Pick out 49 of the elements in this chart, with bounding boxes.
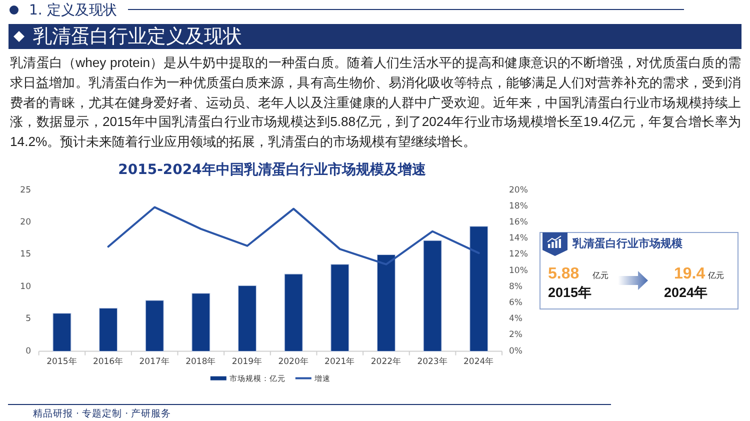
text: 亿元 bbox=[707, 271, 724, 280]
text: 精品研报 · 专题定制 · 产研服务 bbox=[33, 408, 172, 420]
bar bbox=[330, 264, 350, 352]
text: 乳清蛋白行业市场规模 bbox=[572, 237, 684, 250]
chart-title: 2015-2024年中国乳清蛋白行业市场规模及增速 bbox=[118, 161, 427, 178]
y2-tick-label: 10% bbox=[509, 266, 528, 276]
bar bbox=[98, 308, 118, 352]
y-tick-label: 5 bbox=[26, 314, 31, 324]
x-tick-label: 2020年 bbox=[278, 356, 309, 367]
text: 乳清蛋白（whey protein）是从牛奶中提取的一种蛋白质。随着人们生活水平的提高和健康意识的不断增强，对优质蛋白质的需求日益增加。乳清蛋白作为一种优质蛋白质来源，具有高生物价、易消化吸收等特点，能够满足人们对营养补充的需求，受到消费者的青睐，尤其在健身爱好者、运动员、老年人以及注重健康的人群中广受欢迎。近年来，中国乳清蛋白行业市场规模持续上涨，数据显示，2015年中国乳清蛋白行业市场规模达到5.88亿元，到了2024年行业市场规模增长至19.4亿元，年复合增长率为14.2%。预计未来随着行业应用领域的拓展，乳清蛋白的市场规模有望继续增长。 bbox=[10, 54, 741, 152]
text: 2024年 bbox=[664, 285, 708, 300]
bar bbox=[192, 293, 210, 352]
bar bbox=[238, 285, 257, 352]
x-tick-label: 2019年 bbox=[232, 356, 263, 367]
text: 2015年 bbox=[548, 285, 592, 300]
bar bbox=[284, 274, 303, 352]
text: 1. 定义及现状 bbox=[29, 2, 117, 18]
bar bbox=[145, 300, 164, 352]
y2-tick-label: 2% bbox=[509, 330, 522, 340]
y2-tick-label: 0% bbox=[509, 346, 522, 356]
bar bbox=[376, 254, 396, 352]
x-tick-label: 2022年 bbox=[370, 356, 402, 367]
x-tick-label: 2024年 bbox=[464, 356, 494, 367]
y2-tick-label: 14% bbox=[509, 234, 528, 244]
y-tick-label: 10 bbox=[20, 282, 31, 292]
text: 5.88 bbox=[548, 266, 580, 282]
text: 19.4 bbox=[674, 266, 706, 282]
y-tick-label: 15 bbox=[20, 250, 31, 260]
y2-tick-label: 8% bbox=[509, 282, 522, 292]
y-tick-label: 25 bbox=[20, 185, 31, 196]
y2-tick-label: 12% bbox=[509, 250, 528, 260]
bar bbox=[470, 226, 488, 352]
x-tick-label: 2017年 bbox=[139, 356, 170, 367]
x-tick-label: 2021年 bbox=[324, 356, 356, 367]
text: 亿元 bbox=[592, 271, 608, 280]
y2-tick-label: 18% bbox=[509, 201, 528, 212]
bar bbox=[423, 240, 442, 352]
bar bbox=[52, 313, 72, 352]
x-tick-label: 2018年 bbox=[186, 356, 216, 367]
text: 乳清蛋白行业定义及现状 bbox=[33, 26, 242, 48]
y2-tick-label: 20% bbox=[509, 185, 528, 196]
y2-tick-label: 6% bbox=[509, 298, 522, 308]
y2-tick-label: 16% bbox=[509, 218, 528, 228]
x-tick-label: 2016年 bbox=[92, 356, 124, 367]
y2-tick-label: 4% bbox=[509, 314, 522, 324]
x-tick-label: 2015年 bbox=[46, 356, 78, 367]
x-tick-label: 2023年 bbox=[417, 356, 448, 367]
y-tick-label: 20 bbox=[20, 218, 31, 228]
y-tick-label: 0 bbox=[26, 346, 31, 356]
